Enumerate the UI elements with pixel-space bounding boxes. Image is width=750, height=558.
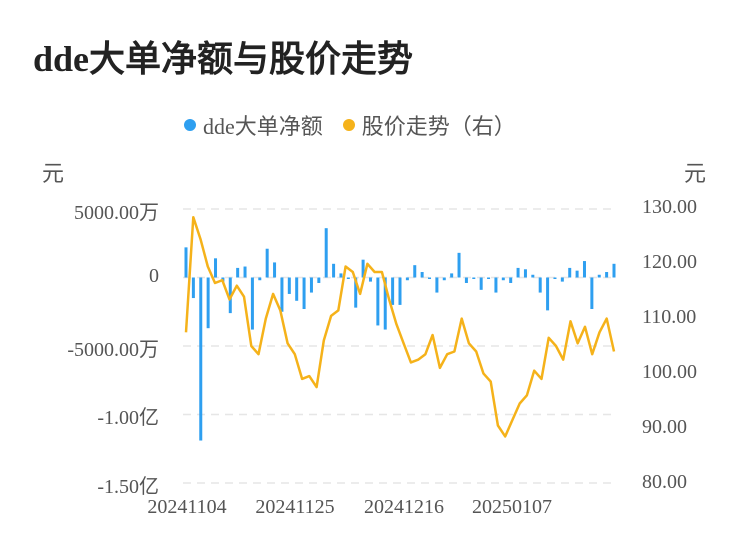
x-tick-0: 20241104 [147, 496, 227, 518]
legend-item-dde[interactable]: dde大单净额 [184, 109, 323, 141]
legend-dot-icon-blue [184, 119, 196, 131]
right-tick-0: 130.00 [642, 196, 697, 218]
grid-lines [183, 208, 616, 484]
left-tick-2: -5000.00万 [67, 339, 159, 361]
chart-title: dde大单净额与股价走势 [33, 39, 414, 79]
right-axis-unit: 元 [684, 162, 707, 187]
left-tick-3: -1.00亿 [97, 407, 159, 429]
legend-dot-icon-orange [342, 119, 355, 131]
price-line [184, 215, 616, 438]
left-tick-4: -1.50亿 [97, 476, 159, 498]
chart-legend: dde大单净额 股价走势（右） [184, 110, 536, 140]
right-tick-4: 90.00 [642, 416, 687, 438]
left-axis-unit: 元 [42, 162, 65, 187]
x-tick-1: 20241125 [255, 496, 335, 518]
right-tick-2: 110.00 [642, 306, 697, 328]
right-tick-3: 100.00 [642, 361, 697, 383]
legend-label-price: 股价走势（右） [361, 114, 516, 139]
legend-label-dde: dde大单净额 [203, 114, 323, 139]
right-tick-5: 80.00 [642, 471, 687, 493]
left-tick-1: 0 [149, 265, 159, 287]
legend-item-price[interactable]: 股价走势（右） [342, 109, 516, 141]
x-tick-3: 20250107 [472, 496, 552, 518]
right-tick-1: 120.00 [642, 251, 697, 273]
left-tick-0: 5000.00万 [74, 202, 159, 224]
x-tick-2: 20241216 [364, 496, 444, 518]
